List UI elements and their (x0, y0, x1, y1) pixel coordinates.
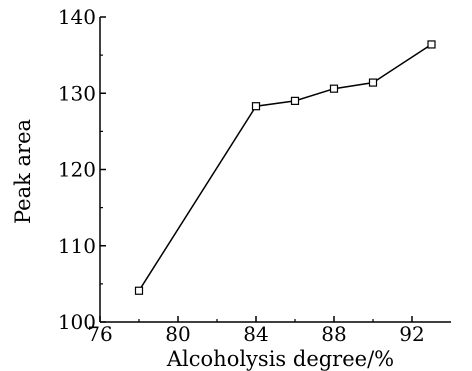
axes (99, 17, 451, 323)
x-tick-label: 84 (243, 322, 268, 346)
data-point (290, 96, 300, 105)
y-tick-label: 110 (58, 234, 96, 258)
series-line (138, 43, 432, 292)
data-point (427, 40, 436, 49)
data-point (134, 286, 144, 295)
series (134, 40, 436, 295)
y-tick-label: 140 (58, 5, 96, 29)
x-tick-label: 92 (399, 322, 424, 346)
y-tick-label: 120 (58, 158, 96, 182)
y-tick-label: 130 (58, 81, 96, 105)
x-tick-label: 88 (321, 322, 346, 346)
ticks: 100 110 120 130 140 76 80 84 88 92 (58, 5, 425, 346)
data-point (329, 84, 339, 93)
x-tick-label: 80 (165, 322, 190, 346)
x-tick-label: 76 (87, 322, 112, 346)
y-tick-label: 100 (58, 310, 96, 334)
data-point (368, 78, 378, 87)
y-axis-label: Peak area (11, 119, 35, 224)
data-point (251, 102, 261, 111)
x-axis-label: Alcoholysis degree/% (166, 347, 394, 371)
